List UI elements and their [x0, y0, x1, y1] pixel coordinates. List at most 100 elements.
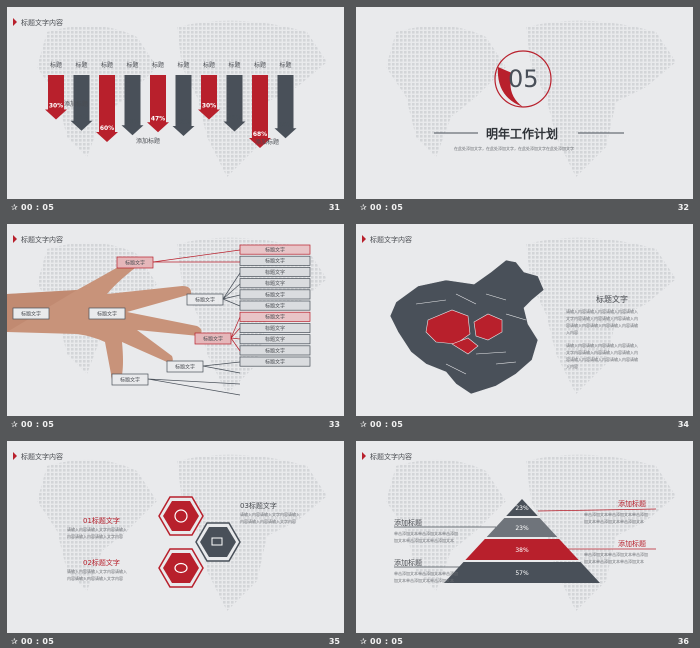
slide-footer: ✰ 00 : 05 34	[356, 416, 693, 435]
slide-number: 35	[328, 637, 340, 646]
slide-thumbnail-32[interactable]: 05 明年工作计划 在此处添加文字，在此处添加文字，在此处添加文字在此处添加文字…	[356, 7, 693, 218]
slide-canvas: 标题文字内容 标题文字 标题文字 标题文字 标题文字 标题文字 标题文字 标题文字 标题文字标…	[7, 224, 344, 416]
hand-tag-label: 标题文字	[125, 260, 145, 267]
item-body-3: 请输入内容请输入文字内容请输入 内容请输入内容请输入文字内容	[240, 512, 300, 524]
list-item-label: 标题文字	[265, 347, 285, 354]
arrow-shape	[249, 75, 271, 148]
item-title-1: 01标题文字	[83, 517, 120, 525]
map-body-1: 请输入内容请输入内容请输入内容请输入 文字内容请输入内容请输入内容请输入内 容请输入…	[566, 309, 638, 335]
left-label-2-title: 添加标题	[394, 559, 422, 567]
hexagon-diagram	[158, 496, 241, 588]
slide-canvas: 标题文字内容 标题文字 请输入内容请输入内容请输入内容请输入 文字内容请输入内容请…	[356, 224, 693, 416]
slide-thumbnail-36[interactable]: 23% 23% 38% 57% 标题文字内容 添加标题 单击添加文本单击添加文本单击添…	[356, 441, 693, 648]
slide-duration: 00 : 05	[21, 637, 55, 646]
left-label-1-title: 添加标题	[394, 519, 422, 527]
list-item-label: 标题文字	[265, 280, 285, 287]
section-number: 05	[508, 65, 539, 93]
arrow-label: 标题	[101, 61, 113, 69]
world-map-background	[386, 20, 676, 178]
list-item-box	[239, 300, 311, 311]
list-item-label: 标题文字	[265, 314, 285, 321]
pyramid-percent: 23%	[515, 505, 529, 512]
slide-number: 32	[677, 203, 689, 212]
star-icon: ✰	[11, 420, 18, 429]
slide-header: 标题文字内容	[13, 235, 63, 245]
arrow-shape	[274, 75, 297, 139]
pyramid-chart: 23% 23% 38% 57%	[394, 499, 657, 583]
connector-line	[222, 272, 241, 307]
arrow-percent: 30%	[49, 103, 63, 110]
slide-thumbnail-31[interactable]: 标题文字内容 标题 30% 标题 45% 标题 60% 标题 51% 标题 47% 标题 52% 标题 3…	[7, 7, 344, 218]
section-title: 明年工作计划	[486, 127, 559, 141]
slide-canvas: 标题文字内容 标题 30% 标题 45% 标题 60% 标题 51% 标题 47% 标题 52% 标题 3…	[7, 7, 344, 199]
slide-thumbnail-35[interactable]: 标题文字内容 01标题文字 请输入内容请输入文字内容请输入 内容请输入内容请输入文…	[7, 441, 344, 648]
hand-tag-box	[12, 307, 50, 320]
list-item-label: 标题文字	[265, 336, 285, 343]
arrow-shape	[147, 75, 169, 133]
connector-line	[147, 378, 241, 396]
item-body-1: 请输入内容请输入文字内容请输入 内容请输入内容请输入文字内容	[67, 527, 127, 539]
arrow-percent: 46%	[227, 115, 241, 122]
list-item-label: 标题文字	[265, 291, 285, 298]
hand-tag-label: 标题文字	[97, 311, 117, 318]
hand-tag-box	[111, 373, 149, 386]
connector-line	[202, 361, 241, 374]
hand-tag-box	[186, 293, 224, 306]
item-title-2: 02标题文字	[83, 559, 120, 567]
arrow-shape	[172, 75, 195, 136]
arrow-label: 标题	[254, 61, 266, 69]
slide-thumbnail-33[interactable]: 标题文字内容 标题文字 标题文字 标题文字 标题文字 标题文字 标题文字 标题文字 标题文字标…	[7, 224, 344, 435]
pyramid-percent: 38%	[515, 547, 529, 554]
arrow-label: 标题	[152, 61, 164, 69]
arrow-caption: 添加标题	[64, 100, 88, 108]
list-item-box	[239, 267, 311, 277]
hexagon-bottom	[158, 548, 204, 588]
star-icon: ✰	[360, 420, 367, 429]
arrow-chart: 标题 30% 标题 45% 标题 60% 标题 51% 标题 47% 标题 52% 标题 30% 标题 46%…	[45, 61, 297, 148]
hexagon-top	[158, 496, 204, 536]
list-item-box	[239, 244, 311, 255]
slide-canvas: 05 明年工作计划 在此处添加文字，在此处添加文字，在此处添加文字在此处添加文字	[356, 7, 693, 199]
map-body-2: 请输入内容请输入内容请输入内容请输入 文字内容请输入内容请输入内容请输入内 容请输入…	[566, 343, 638, 369]
right-label-2-body: 单击添加文本单击添加文本单击添加 加文本单击添加文本单击添加文本	[584, 552, 648, 564]
right-label-1-body: 单击添加文本单击添加文本单击添加 加文本单击添加文本单击添加文本	[584, 512, 648, 524]
item-title-3: 03标题文字	[240, 502, 277, 510]
slide-duration: 00 : 05	[21, 420, 55, 429]
slide-duration: 00 : 05	[370, 420, 404, 429]
connector-line	[152, 249, 241, 263]
arrow-percent: 30%	[202, 103, 216, 110]
slide-number: 33	[328, 420, 340, 429]
pyramid-level	[486, 518, 558, 537]
arrow-shape	[70, 75, 93, 131]
slide-canvas: 标题文字内容 01标题文字 请输入内容请输入文字内容请输入 内容请输入内容请输入文…	[7, 441, 344, 633]
slide-number: 36	[677, 637, 689, 646]
arrow-percent: 68%	[253, 131, 267, 138]
list-item-box	[239, 311, 311, 322]
slide-footer: ✰ 00 : 05 32	[356, 199, 693, 218]
arrow-percent: 55%	[278, 121, 292, 128]
slide-footer: ✰ 00 : 05 35	[7, 633, 344, 648]
hand-tag-label: 标题文字	[120, 377, 140, 384]
world-map-background	[37, 454, 327, 611]
list-item-label: 标题文字	[265, 247, 285, 254]
arrow-shape	[223, 75, 246, 132]
star-icon: ✰	[360, 203, 367, 212]
hand-diagram: 标题文字标题文字标题文字标题文字标题文字标题文字标题文字标题文字标题文字标题文字…	[12, 244, 311, 396]
slide-number: 34	[677, 420, 689, 429]
star-icon: ✰	[11, 203, 18, 212]
slide-footer: ✰ 00 : 05 31	[7, 199, 344, 218]
slide-thumbnail-34[interactable]: 标题文字内容 标题文字 请输入内容请输入内容请输入内容请输入 文字内容请输入内容请…	[356, 224, 693, 435]
arrow-shape	[45, 75, 67, 120]
list-item-box	[239, 255, 311, 266]
hand-tag-label: 标题文字	[203, 336, 223, 343]
list-item-label: 标题文字	[265, 258, 285, 265]
arrow-percent: 45%	[74, 114, 88, 121]
hand-tag-box	[116, 256, 154, 269]
list-item-label: 标题文字	[265, 359, 285, 366]
slide-canvas: 23% 23% 38% 57% 标题文字内容 添加标题 单击添加文本单击添加文本单击添…	[356, 441, 693, 633]
arrow-label: 标题	[126, 61, 138, 69]
hexagon-right	[195, 522, 241, 562]
arrow-percent: 60%	[100, 125, 114, 132]
list-item-label: 标题文字	[265, 325, 285, 332]
hand-tag-box	[166, 360, 204, 373]
